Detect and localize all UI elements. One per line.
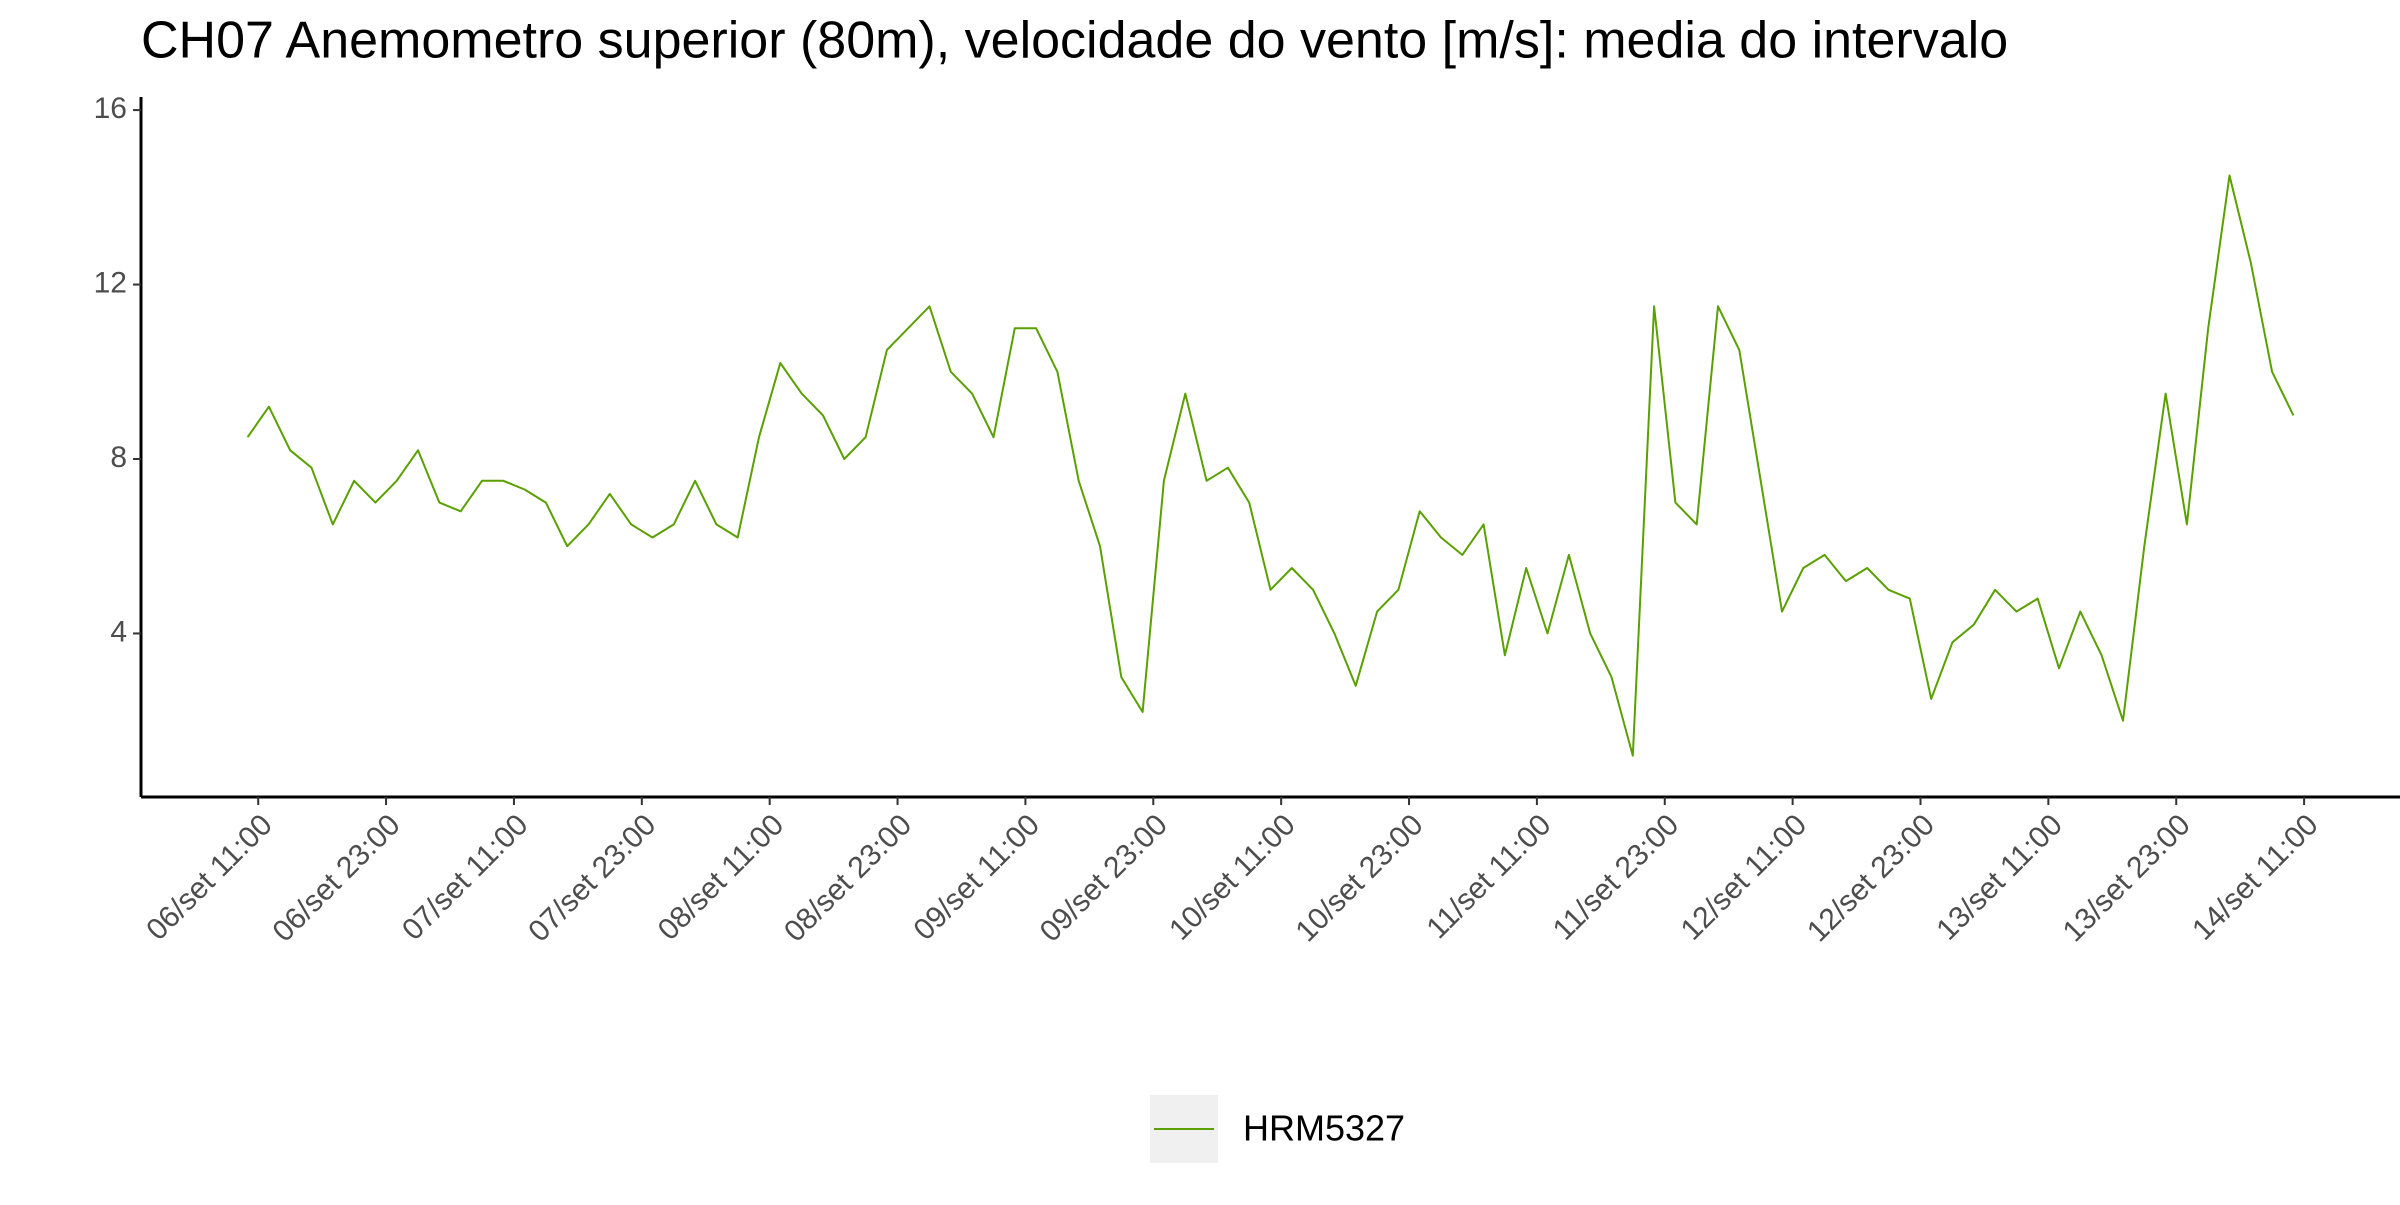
chart-title: CH07 Anemometro superior (80m), velocida… (141, 12, 2008, 70)
x-tick-label: 11/set 11:00 (1420, 808, 1557, 945)
x-tick-label: 13/set 23:00 (2057, 808, 2197, 948)
x-tick-label: 13/set 11:00 (1930, 808, 2069, 947)
x-tick-label: 07/set 23:00 (522, 808, 662, 948)
y-tick-label: 4 (110, 615, 127, 648)
x-tick-label: 10/set 23:00 (1289, 808, 1429, 948)
x-tick-label: 12/set 11:00 (1675, 808, 1814, 947)
y-tick-label: 8 (110, 441, 127, 474)
data-line (246, 174, 2295, 757)
x-tick-label: 14/set 11:00 (2186, 808, 2325, 947)
x-tick-label: 09/set 23:00 (1034, 808, 1174, 948)
x-tick-label: 07/set 11:00 (396, 808, 535, 947)
x-tick-label: 12/set 23:00 (1801, 808, 1941, 948)
legend-label: HRM5327 (1243, 1108, 1405, 1149)
y-tick-label: 16 (94, 92, 127, 125)
x-tick-label: 06/set 11:00 (140, 808, 279, 947)
x-tick-label: 08/set 11:00 (652, 808, 791, 947)
x-tick-label: 06/set 23:00 (267, 808, 407, 948)
x-tick-label: 11/set 23:00 (1547, 808, 1686, 947)
y-tick-label: 12 (94, 266, 127, 299)
x-tick-label: 10/set 11:00 (1163, 808, 1302, 947)
x-tick-label: 09/set 11:00 (907, 808, 1046, 947)
x-tick-label: 08/set 23:00 (778, 808, 918, 948)
